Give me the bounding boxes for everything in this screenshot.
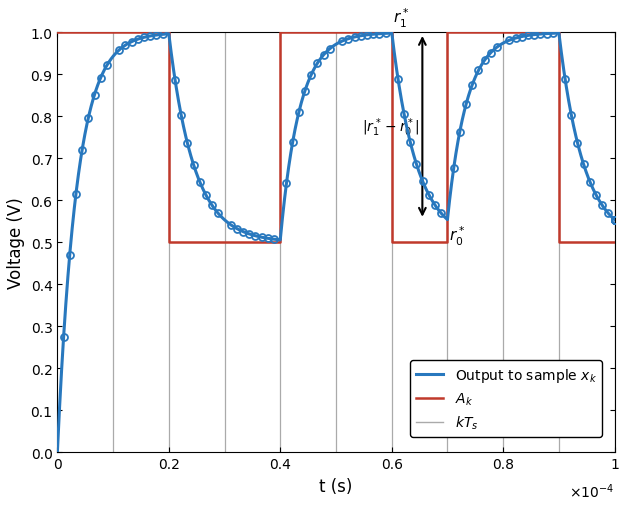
Text: $r_1^*$: $r_1^*$ [393, 7, 409, 30]
Legend: Output to sample $x_k$, $A_k$, $kT_s$: Output to sample $x_k$, $A_k$, $kT_s$ [410, 361, 602, 437]
Y-axis label: Voltage (V): Voltage (V) [7, 197, 25, 288]
Text: $|r_1^* - r_0^*|$: $|r_1^* - r_0^*|$ [362, 116, 419, 138]
Text: $r_0^*$: $r_0^*$ [449, 224, 465, 247]
Text: $\times10^{-4}$: $\times10^{-4}$ [570, 482, 615, 500]
X-axis label: t (s): t (s) [319, 477, 352, 494]
